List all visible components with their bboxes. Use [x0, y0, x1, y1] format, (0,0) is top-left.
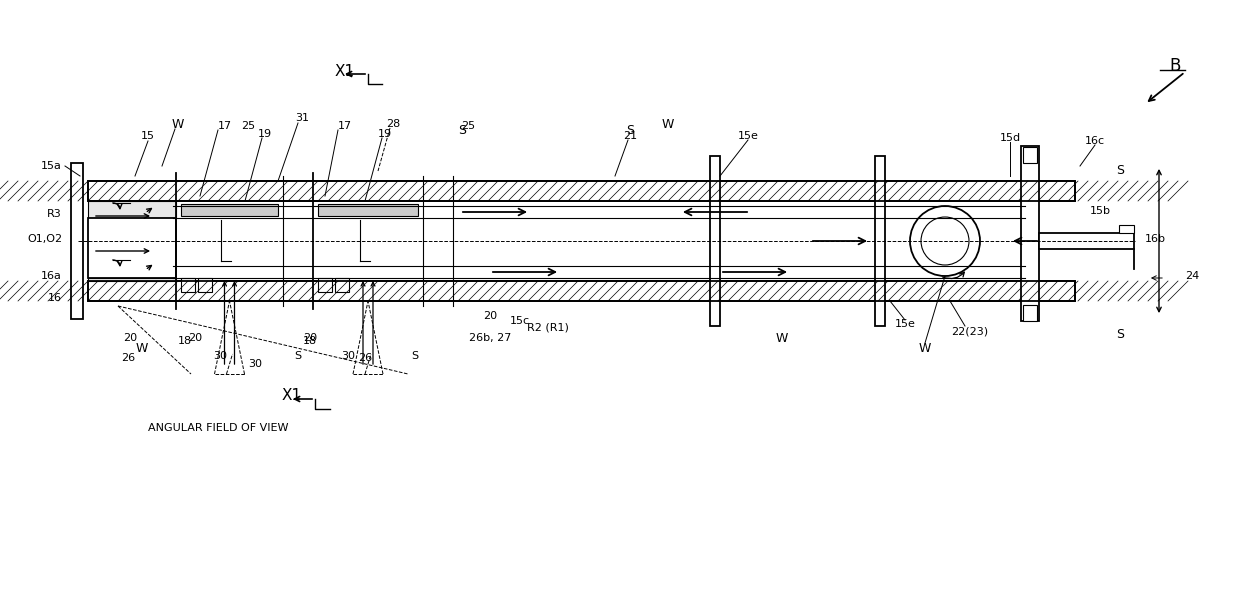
Bar — [88, 181, 1075, 201]
Bar — [88, 281, 1075, 301]
Text: 30: 30 — [248, 359, 262, 369]
Text: W: W — [172, 117, 185, 131]
Bar — [88, 181, 1075, 201]
Bar — [1023, 147, 1037, 163]
Text: 19: 19 — [258, 129, 272, 139]
Text: X1: X1 — [281, 389, 303, 403]
Text: 20: 20 — [482, 311, 497, 321]
Text: 30: 30 — [213, 351, 227, 361]
Bar — [88, 201, 176, 218]
Text: 24: 24 — [1185, 271, 1199, 281]
Text: 26b, 27: 26b, 27 — [469, 333, 511, 343]
Text: 20: 20 — [123, 333, 138, 343]
Text: 16c: 16c — [1085, 136, 1105, 146]
Text: 31: 31 — [295, 113, 309, 123]
Text: 20: 20 — [188, 333, 202, 343]
Text: 17: 17 — [339, 121, 352, 131]
Text: 15a: 15a — [41, 161, 62, 171]
Bar — [198, 278, 212, 292]
Text: 18: 18 — [177, 336, 192, 346]
Text: 19: 19 — [378, 129, 392, 139]
Bar — [317, 204, 418, 216]
Text: 15e: 15e — [894, 319, 915, 329]
Text: W: W — [919, 342, 931, 355]
Text: 28: 28 — [386, 119, 401, 129]
Text: S: S — [1116, 327, 1123, 340]
Text: 15d: 15d — [999, 133, 1021, 143]
Text: 30: 30 — [341, 351, 355, 361]
Text: S: S — [412, 351, 419, 361]
Text: R2 (R1): R2 (R1) — [527, 323, 569, 333]
Text: X1: X1 — [335, 64, 355, 79]
Text: S: S — [1116, 164, 1123, 178]
Bar — [88, 218, 176, 278]
Text: O1,O2: O1,O2 — [27, 234, 62, 244]
Text: W: W — [776, 331, 789, 344]
Text: ANGULAR FIELD OF VIEW: ANGULAR FIELD OF VIEW — [148, 423, 288, 433]
Bar — [88, 281, 1075, 301]
Text: 18: 18 — [303, 336, 317, 346]
Bar — [181, 278, 195, 292]
Bar — [181, 204, 278, 216]
Text: S: S — [626, 125, 634, 138]
Text: 20: 20 — [303, 333, 317, 343]
Text: 15: 15 — [141, 131, 155, 141]
Text: 25: 25 — [461, 121, 475, 131]
Text: 26: 26 — [122, 353, 135, 363]
Text: W: W — [136, 342, 149, 355]
Text: 15b: 15b — [1090, 206, 1111, 216]
Text: 26: 26 — [358, 353, 372, 363]
Bar — [71, 163, 83, 319]
Text: R3: R3 — [47, 209, 62, 219]
Text: 22(23): 22(23) — [951, 326, 988, 336]
Text: W: W — [662, 117, 675, 131]
Text: 17: 17 — [218, 121, 232, 131]
Bar — [1021, 146, 1039, 321]
Bar — [1023, 305, 1037, 321]
Bar — [335, 278, 348, 292]
Bar — [711, 156, 720, 326]
Text: 15e: 15e — [738, 131, 759, 141]
Text: 15c: 15c — [510, 316, 529, 326]
Text: S: S — [294, 351, 301, 361]
Text: 16b: 16b — [1145, 234, 1166, 244]
Bar — [875, 156, 885, 326]
Bar — [1118, 225, 1135, 233]
Bar — [317, 278, 332, 292]
Bar — [88, 278, 176, 281]
Text: 16a: 16a — [41, 271, 62, 281]
Text: 25: 25 — [241, 121, 255, 131]
Text: B: B — [1169, 57, 1180, 75]
Text: 16: 16 — [48, 293, 62, 303]
Bar — [1039, 233, 1135, 249]
Text: S: S — [458, 125, 466, 138]
Text: 21: 21 — [622, 131, 637, 141]
